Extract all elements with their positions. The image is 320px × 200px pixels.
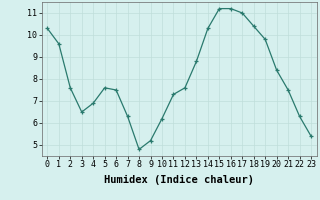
X-axis label: Humidex (Indice chaleur): Humidex (Indice chaleur): [104, 175, 254, 185]
